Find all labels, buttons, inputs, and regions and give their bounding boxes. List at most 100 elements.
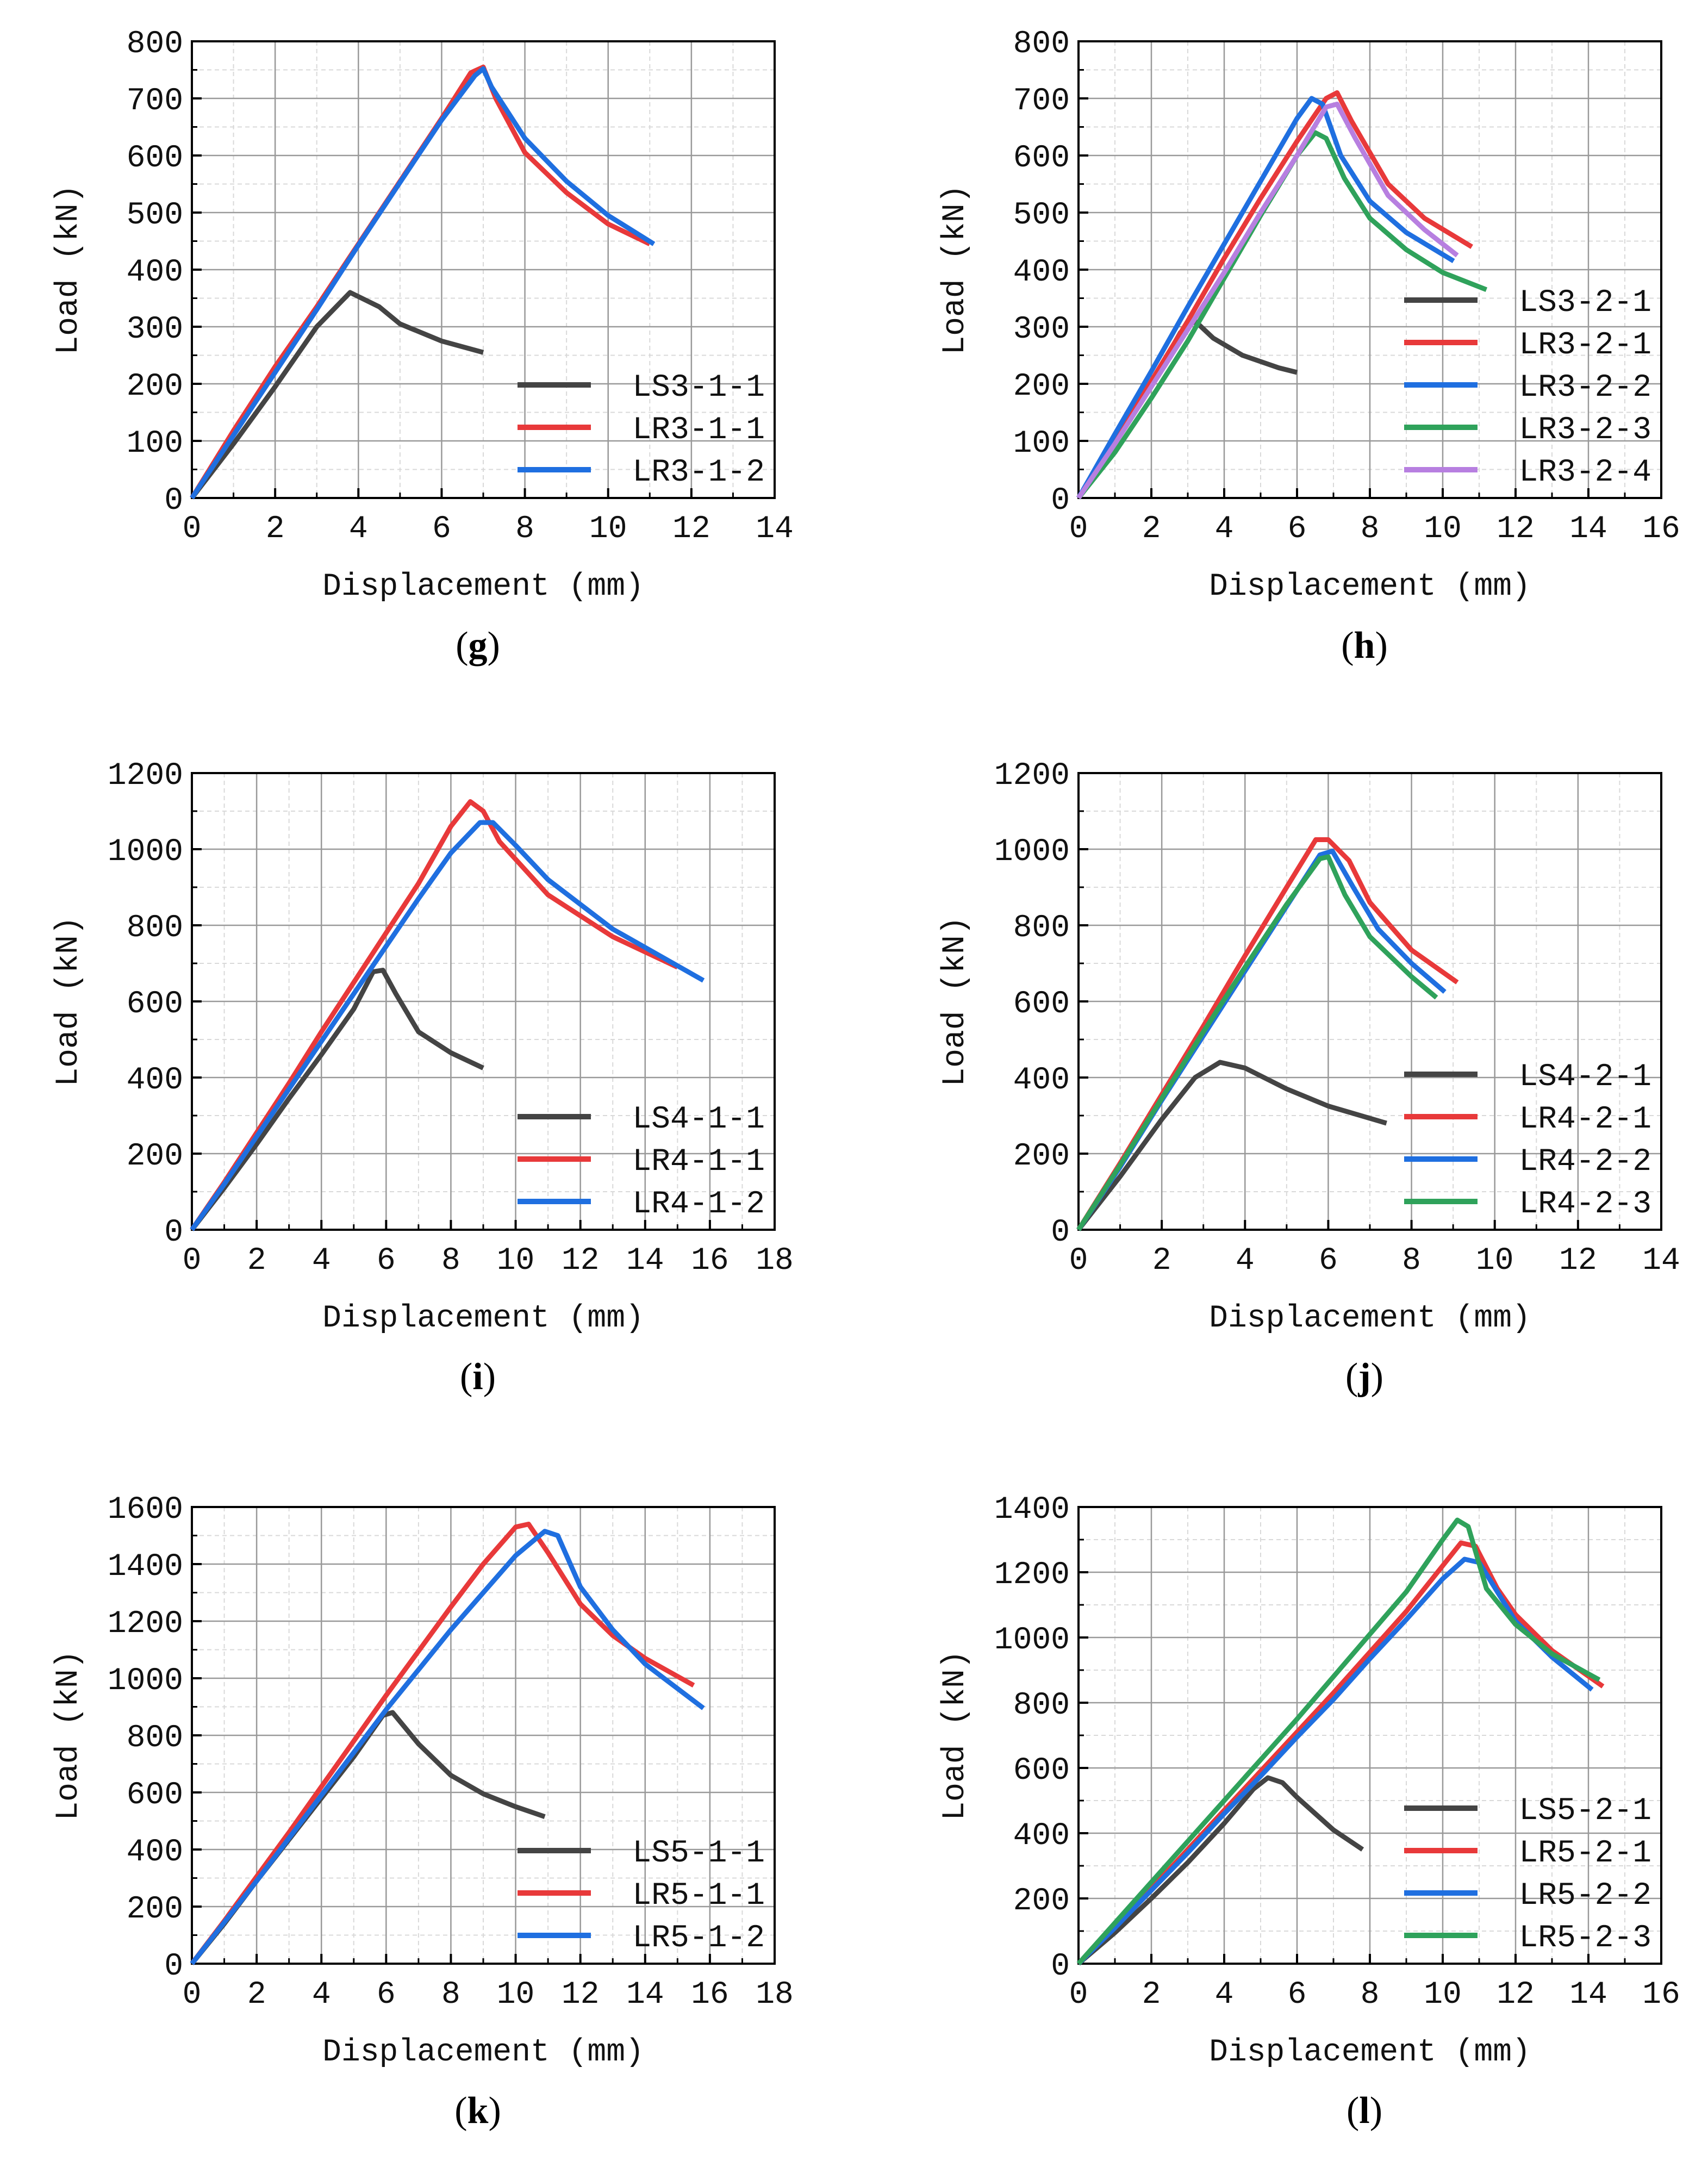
x-tick-label: 2 bbox=[1152, 1243, 1171, 1279]
x-tick-label: 0 bbox=[183, 1243, 202, 1279]
y-axis-title: Load (kN) bbox=[938, 184, 973, 354]
x-tick-label: 6 bbox=[377, 1243, 396, 1279]
x-tick-label: 12 bbox=[562, 1977, 600, 2013]
legend-label-LS3-1-1: LS3-1-1 bbox=[632, 370, 765, 406]
x-tick-label: 10 bbox=[1424, 512, 1462, 547]
y-tick-label: 500 bbox=[127, 198, 183, 233]
x-tick-label: 0 bbox=[183, 512, 202, 547]
legend-label-LR5-1-2: LR5-1-2 bbox=[632, 1921, 765, 1956]
x-tick-label: 16 bbox=[1642, 512, 1680, 547]
y-tick-label: 400 bbox=[127, 255, 183, 290]
x-axis-title: Displacement (mm) bbox=[322, 2035, 644, 2070]
x-tick-label: 2 bbox=[1142, 1977, 1161, 2013]
series-line-LS3-1-1 bbox=[190, 290, 484, 500]
y-tick-label: 800 bbox=[1013, 1688, 1070, 1723]
y-tick-label: 700 bbox=[127, 84, 183, 119]
x-tick-label: 16 bbox=[691, 1977, 729, 2013]
y-tick-label: 1000 bbox=[994, 1623, 1070, 1658]
x-tick-label: 10 bbox=[1476, 1243, 1514, 1279]
legend-label-LS4-2-1: LS4-2-1 bbox=[1519, 1060, 1651, 1095]
x-tick-label: 8 bbox=[1361, 1977, 1380, 2013]
legend-label-LR4-1-1: LR4-1-1 bbox=[632, 1144, 765, 1180]
x-tick-label: 12 bbox=[562, 1243, 600, 1279]
y-tick-label: 1600 bbox=[108, 1492, 183, 1528]
y-tick-label: 600 bbox=[1013, 1753, 1070, 1789]
series-line-LR3-2-1 bbox=[1076, 90, 1473, 500]
y-tick-label: 1200 bbox=[994, 758, 1070, 794]
x-tick-label: 2 bbox=[1142, 512, 1161, 547]
x-tick-label: 8 bbox=[515, 512, 534, 547]
legend: LS3-2-1 LR3-2-1 LR3-2-2 LR3-2-3 LR3-2-4 bbox=[1404, 285, 1651, 490]
y-axis-title: Load (kN) bbox=[51, 184, 86, 354]
y-tick-label: 0 bbox=[1051, 483, 1070, 519]
legend-label-LR4-2-3: LR4-2-3 bbox=[1519, 1187, 1651, 1222]
legend: LS3-1-1 LR3-1-1 LR3-1-2 bbox=[518, 370, 765, 490]
y-tick-label: 1400 bbox=[994, 1492, 1070, 1528]
x-axis-title: Displacement (mm) bbox=[1209, 2035, 1531, 2070]
x-tick-label: 18 bbox=[756, 1243, 794, 1279]
legend-label-LR3-1-1: LR3-1-1 bbox=[632, 413, 765, 448]
chart-j: 0 2 4 6 8 10 12 14 0 200 400 600 800 1000 1200 Displace… bbox=[938, 758, 1680, 1398]
x-tick-label: 10 bbox=[497, 1243, 535, 1279]
x-tick-label: 10 bbox=[589, 512, 627, 547]
y-tick-label: 700 bbox=[1013, 84, 1070, 119]
series-line-LS4-2-1 bbox=[1076, 1060, 1387, 1231]
y-tick-label: 1400 bbox=[108, 1549, 183, 1585]
x-tick-label: 2 bbox=[247, 1243, 266, 1279]
legend: LS5-1-1 LR5-1-1 LR5-1-2 bbox=[518, 1836, 765, 1956]
x-axis-title: Displacement (mm) bbox=[1209, 569, 1531, 605]
y-tick-label: 200 bbox=[127, 1139, 183, 1174]
x-tick-label: 2 bbox=[266, 512, 285, 547]
y-tick-label: 400 bbox=[127, 1063, 183, 1098]
legend-label-LR3-1-2: LR3-1-2 bbox=[632, 455, 765, 490]
x-tick-label: 18 bbox=[756, 1977, 794, 2013]
y-tick-label: 1200 bbox=[108, 1606, 183, 1642]
series-lines bbox=[1076, 90, 1488, 500]
y-tick-label: 100 bbox=[1013, 426, 1070, 462]
x-tick-label: 14 bbox=[1569, 1977, 1607, 2013]
y-tick-label: 200 bbox=[1013, 1139, 1070, 1174]
x-tick-label: 0 bbox=[1069, 1977, 1088, 2013]
y-tick-label: 800 bbox=[127, 911, 183, 946]
chart-i: 0 2 4 6 8 10 12 14 16 18 0 200 400 600 800 1000 1200 Disp… bbox=[51, 758, 794, 1398]
series-line-LR4-2-3 bbox=[1076, 854, 1438, 1231]
chart-l: 0 2 4 6 8 10 12 14 16 0 200 400 600 800 1000 1200 1400 Di… bbox=[938, 1492, 1680, 2132]
y-tick-label: 1200 bbox=[108, 758, 183, 794]
x-tick-label: 14 bbox=[756, 512, 794, 547]
chart-h: 0 2 4 6 8 10 12 14 16 0 100 200 300 400 500 600 700 800 Di… bbox=[938, 27, 1680, 667]
series-lines bbox=[1076, 837, 1459, 1231]
y-tick-label: 0 bbox=[164, 1215, 183, 1250]
series-line-LR4-2-2 bbox=[1076, 849, 1447, 1231]
grid bbox=[1077, 1506, 1662, 1965]
y-tick-label: 600 bbox=[1013, 987, 1070, 1022]
series-line-LR5-1-2 bbox=[190, 1529, 705, 1965]
series-line-LR3-1-2 bbox=[190, 66, 656, 500]
series-line-LR4-1-2 bbox=[190, 820, 705, 1231]
x-tick-label: 0 bbox=[1069, 512, 1088, 547]
legend: LS4-2-1 LR4-2-1 LR4-2-2 LR4-2-3 bbox=[1404, 1060, 1651, 1222]
legend: LS5-2-1 LR5-2-1 LR5-2-2 LR5-2-3 bbox=[1404, 1794, 1651, 1956]
y-tick-label: 800 bbox=[127, 1721, 183, 1756]
legend-label-LR3-2-3: LR3-2-3 bbox=[1519, 413, 1651, 448]
x-tick-label: 10 bbox=[1424, 1977, 1462, 2013]
x-tick-label: 8 bbox=[1361, 512, 1380, 547]
grid bbox=[191, 772, 776, 1231]
legend-label-LS3-2-1: LS3-2-1 bbox=[1519, 285, 1651, 321]
series-lines bbox=[190, 1522, 705, 1965]
x-tick-label: 12 bbox=[1559, 1243, 1597, 1279]
series-lines bbox=[190, 64, 656, 500]
y-tick-label: 500 bbox=[1013, 198, 1070, 233]
series-lines bbox=[1076, 1517, 1605, 1966]
y-tick-label: 400 bbox=[1013, 255, 1070, 290]
y-tick-label: 1200 bbox=[994, 1558, 1070, 1593]
y-tick-label: 200 bbox=[127, 369, 183, 404]
series-line-LS4-1-1 bbox=[190, 968, 484, 1231]
legend-label-LR5-1-1: LR5-1-1 bbox=[632, 1878, 765, 1914]
x-tick-label: 12 bbox=[1497, 512, 1535, 547]
y-axis-title: Load (kN) bbox=[938, 916, 973, 1086]
y-axis-title: Load (kN) bbox=[938, 1650, 973, 1820]
x-tick-label: 14 bbox=[626, 1243, 664, 1279]
series-line-LR3-2-3 bbox=[1076, 130, 1488, 500]
y-tick-label: 0 bbox=[1051, 1949, 1070, 1984]
